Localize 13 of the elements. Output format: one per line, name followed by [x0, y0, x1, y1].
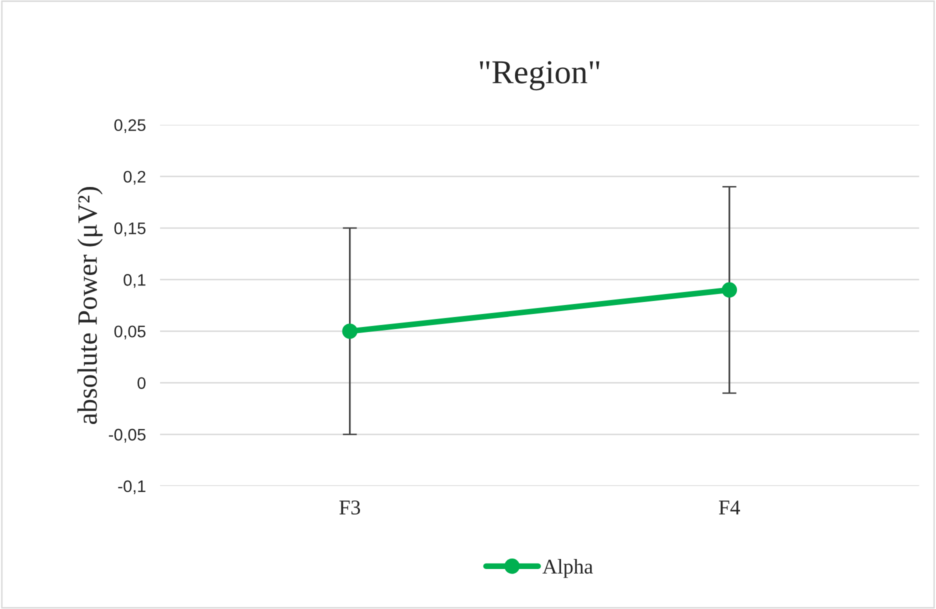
chart-title: "Region": [480, 61, 600, 90]
y-tick-label: 0,15: [114, 222, 146, 236]
x-tick-label: F4: [718, 500, 740, 514]
y-tick-label: -0,1: [118, 480, 146, 494]
legend-label: Alpha: [542, 559, 593, 578]
y-tick-label: 0,2: [124, 170, 146, 185]
y-tick-label: 0,05: [114, 326, 146, 340]
y-tick-label: 0: [138, 377, 146, 390]
y-axis-title: absolute Power (μV²): [77, 187, 103, 424]
y-tick-label: 0,25: [114, 119, 146, 134]
x-tick-label: F3: [339, 500, 360, 515]
y-tick-label: 0,1: [124, 274, 146, 288]
y-tick-label: -0,05: [108, 428, 146, 443]
